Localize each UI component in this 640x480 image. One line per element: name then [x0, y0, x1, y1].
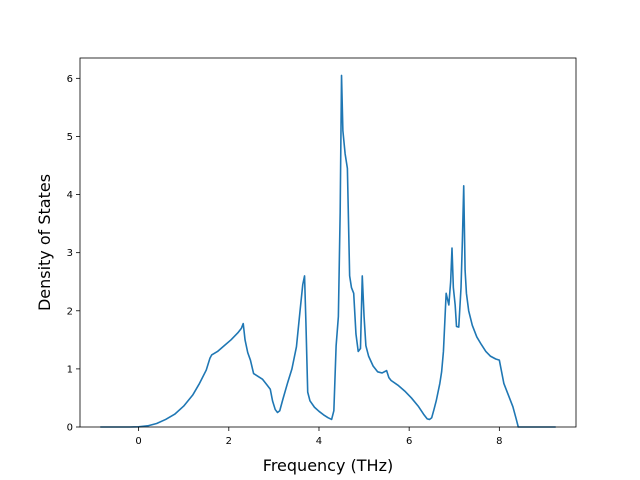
y-tick-label: 1 — [67, 364, 73, 375]
x-axis-label: Frequency (THz) — [263, 456, 393, 475]
x-axis-ticks: 0 2 4 6 8 — [135, 427, 503, 447]
y-tick-label: 6 — [67, 74, 73, 85]
y-tick-label: 0 — [67, 423, 73, 434]
x-tick-label: 8 — [496, 436, 502, 447]
x-tick-label: 4 — [316, 436, 322, 447]
y-axis-ticks: 0 1 2 3 4 5 6 — [67, 74, 80, 434]
y-tick-label: 3 — [67, 248, 73, 259]
y-tick-label: 5 — [67, 132, 73, 143]
x-tick-label: 0 — [135, 436, 141, 447]
plot-area — [100, 74, 556, 428]
axes-frame — [79, 57, 577, 428]
x-tick-label: 2 — [226, 436, 232, 447]
y-axis-label: Density of States — [35, 174, 54, 311]
dos-series-line — [100, 74, 556, 428]
y-tick-label: 2 — [67, 306, 73, 317]
y-tick-label: 4 — [67, 190, 73, 201]
x-tick-label: 6 — [406, 436, 412, 447]
